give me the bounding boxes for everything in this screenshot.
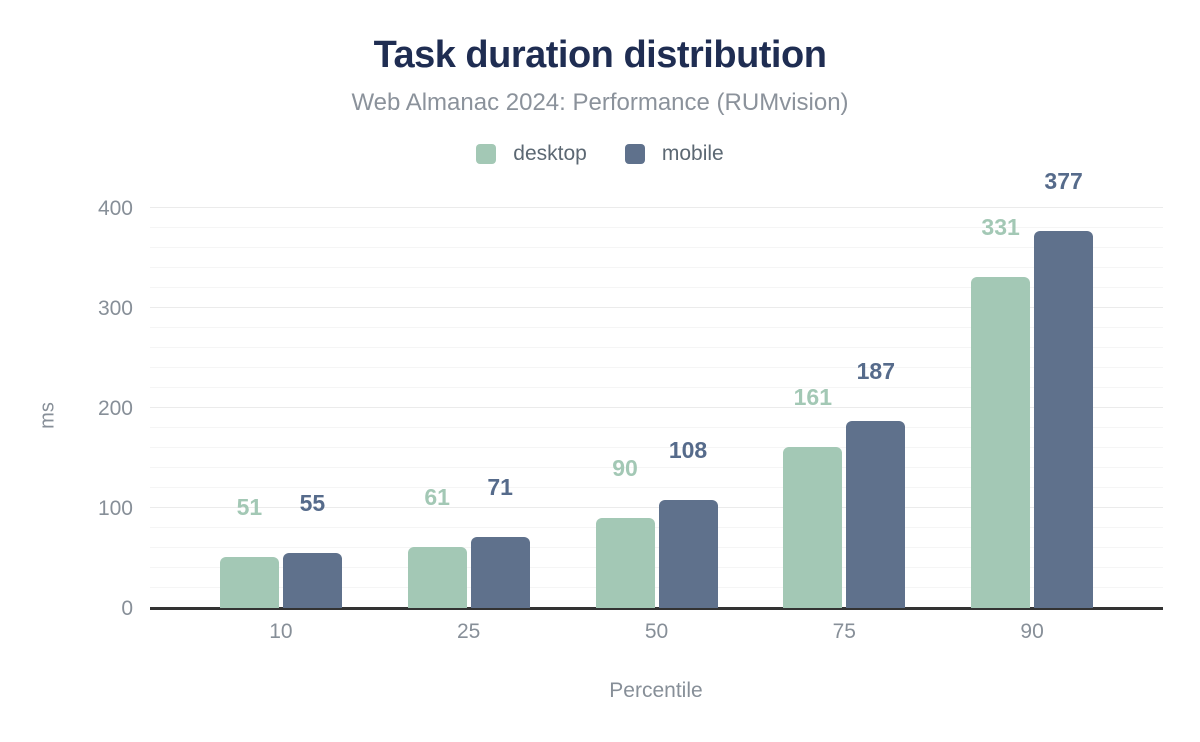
bar-value-label-mobile-p75: 187 [856, 358, 895, 384]
y-tick-label: 200 [97, 397, 133, 420]
bar-value-label-desktop-p90: 331 [981, 214, 1020, 240]
gridline-minor [150, 487, 1163, 488]
gridline-major [150, 507, 1163, 508]
gridline-minor [150, 527, 1163, 528]
gridline-minor [150, 267, 1163, 268]
gridline-major [150, 307, 1163, 308]
gridline-minor [150, 427, 1163, 428]
legend-item-desktop: desktop [476, 142, 587, 166]
gridline-minor [150, 587, 1163, 588]
bar-value-label-desktop-p10: 51 [236, 494, 263, 520]
legend-label: mobile [661, 142, 724, 165]
x-tick-label: 25 [457, 620, 481, 643]
bar-desktop-p10 [219, 557, 279, 608]
y-tick-label: 400 [97, 197, 133, 220]
legend-swatch-icon [476, 144, 497, 164]
y-tick-label: 0 [121, 597, 133, 620]
bar-desktop-p90 [971, 277, 1031, 608]
gridline-minor [150, 547, 1163, 548]
legend: desktop mobile [0, 142, 1200, 166]
bar-mobile-p25 [470, 537, 530, 608]
x-axis-line [150, 607, 1163, 610]
chart-subtitle: Web Almanac 2024: Performance (RUMvision… [351, 89, 849, 116]
gridline-major [150, 207, 1163, 208]
gridline-minor [150, 447, 1163, 448]
bar-mobile-p75 [846, 421, 906, 608]
bar-value-label-mobile-p25: 71 [487, 474, 513, 500]
gridline-minor [150, 227, 1163, 228]
gridline-minor [150, 287, 1163, 288]
gridline-minor [150, 567, 1163, 568]
gridline-minor [150, 347, 1163, 348]
x-tick-label: 75 [832, 620, 856, 643]
bar-value-label-mobile-p50: 108 [668, 437, 708, 463]
bar-value-label-desktop-p50: 90 [612, 455, 638, 481]
bar-value-label-mobile-p10: 55 [299, 490, 326, 516]
bar-mobile-p50 [658, 500, 718, 608]
bar-desktop-p25 [407, 547, 467, 608]
x-tick-label: 50 [644, 620, 669, 643]
x-axis-title: Percentile [609, 679, 703, 702]
y-tick-label: 300 [97, 297, 133, 320]
legend-label: desktop [513, 142, 587, 165]
legend-swatch-icon [624, 144, 645, 164]
gridline-minor [150, 247, 1163, 248]
bar-mobile-p10 [282, 553, 342, 608]
bar-mobile-p90 [1034, 231, 1094, 608]
gridline-minor [150, 387, 1163, 388]
gridline-minor [150, 367, 1163, 368]
x-tick-label: 90 [1020, 620, 1044, 643]
chart-title: Task duration distribution [373, 34, 827, 76]
y-axis-title: ms [36, 402, 59, 429]
gridline-minor [150, 327, 1163, 328]
plot-area: 51 55 61 71 90 108 161 187 331 377 [150, 169, 1163, 610]
gridline-major [150, 407, 1163, 408]
bar-desktop-p75 [783, 447, 843, 608]
bar-desktop-p50 [595, 518, 655, 608]
legend-item-mobile: mobile [624, 142, 724, 166]
y-tick-label: 100 [97, 497, 133, 520]
bar-value-label-desktop-p75: 161 [793, 384, 832, 410]
bar-value-label-mobile-p90: 377 [1044, 168, 1083, 194]
bar-value-label-desktop-p25: 61 [424, 484, 450, 510]
gridline-minor [150, 467, 1163, 468]
x-tick-label: 10 [269, 620, 293, 643]
